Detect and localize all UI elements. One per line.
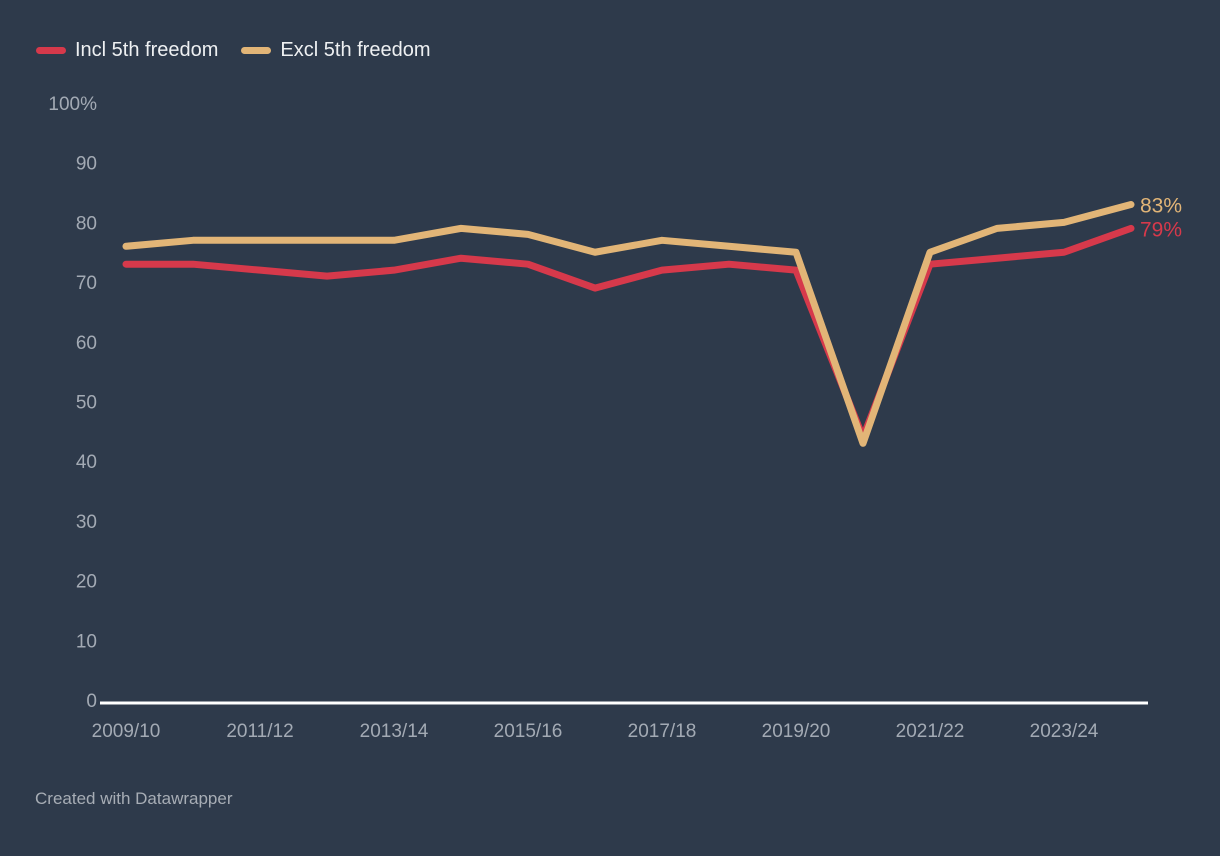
- y-tick-label: 0: [86, 691, 97, 712]
- legend-item-excl-5th-freedom: Excl 5th freedom: [241, 38, 431, 62]
- x-tick-label: 2021/22: [896, 721, 965, 742]
- y-tick-label: 30: [76, 512, 97, 533]
- legend-label-incl: Incl 5th freedom: [75, 39, 219, 61]
- x-tick-label: 2015/16: [494, 721, 563, 742]
- x-tick-label: 2009/10: [92, 721, 161, 742]
- series-end-label: 79%: [1140, 218, 1182, 241]
- x-tick-label: 2011/12: [226, 721, 293, 742]
- y-tick-label: 10: [76, 631, 97, 652]
- legend: Incl 5th freedom Excl 5th freedom: [36, 38, 431, 62]
- series-line-excl-5th-freedom: [122, 200, 1135, 447]
- legend-label-excl: Excl 5th freedom: [280, 39, 431, 61]
- y-tick-label: 90: [76, 154, 97, 175]
- legend-swatch-incl-icon: [36, 46, 66, 54]
- y-tick-label: 60: [76, 333, 97, 354]
- y-tick-label: 80: [76, 213, 97, 234]
- y-tick-label: 70: [76, 273, 97, 294]
- y-tick-label: 20: [76, 572, 97, 593]
- x-tick-label: 2019/20: [762, 721, 831, 742]
- series-end-label: 83%: [1140, 194, 1182, 217]
- datawrapper-credit-link[interactable]: Created with Datawrapper: [35, 789, 233, 808]
- x-tick-label: 2023/24: [1030, 721, 1099, 742]
- series-line-incl-5th-freedom: [122, 224, 1135, 441]
- y-tick-label: 40: [76, 452, 97, 473]
- legend-item-incl-5th-freedom: Incl 5th freedom: [36, 38, 218, 62]
- x-tick-label: 2017/18: [628, 721, 697, 742]
- legend-swatch-excl-icon: [241, 46, 272, 54]
- y-tick-label: 50: [76, 393, 97, 414]
- y-tick-label: 100%: [48, 94, 97, 115]
- x-tick-label: 2013/14: [360, 721, 429, 742]
